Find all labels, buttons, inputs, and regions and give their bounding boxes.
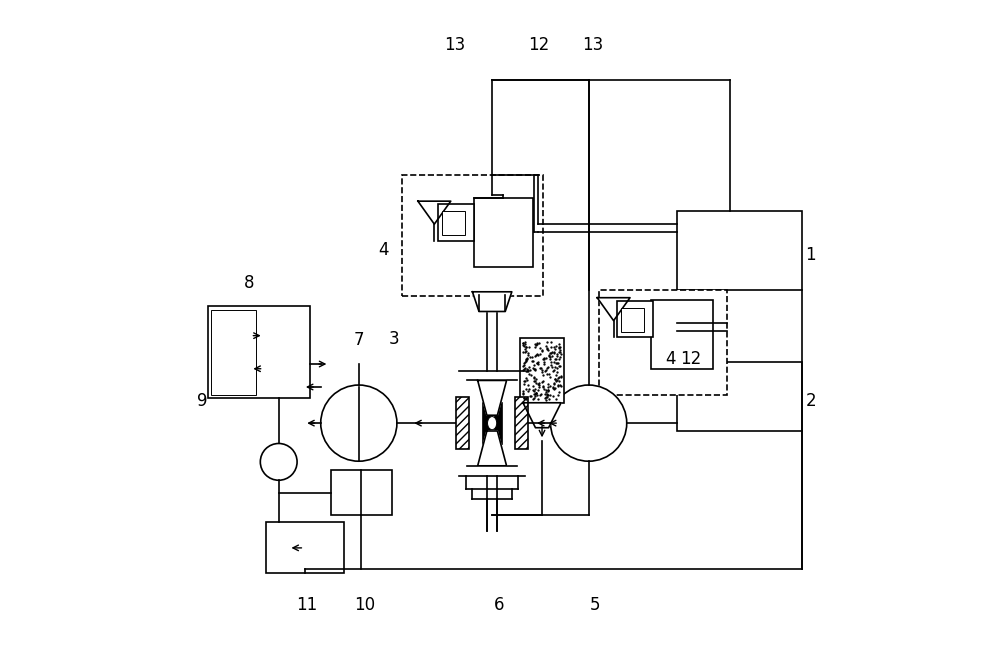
Text: 12: 12	[528, 36, 549, 54]
Circle shape	[551, 385, 627, 462]
Bar	[402, 175, 543, 297]
Text: 3: 3	[388, 330, 399, 348]
Bar	[438, 204, 474, 241]
Polygon shape	[597, 298, 630, 321]
Bar	[677, 362, 802, 431]
Bar	[621, 307, 644, 332]
Bar	[442, 211, 465, 235]
Polygon shape	[472, 292, 512, 311]
Text: 10: 10	[354, 596, 375, 614]
Bar	[474, 198, 533, 267]
Bar	[456, 397, 469, 450]
Text: 9: 9	[197, 392, 207, 410]
Bar	[331, 470, 392, 515]
Bar	[677, 211, 802, 290]
Text: 6: 6	[493, 596, 504, 614]
Bar	[651, 300, 713, 368]
Bar	[482, 402, 490, 444]
Bar	[208, 307, 310, 398]
Bar	[515, 397, 528, 450]
Text: 5: 5	[590, 596, 600, 614]
Text: 12: 12	[681, 350, 702, 368]
Ellipse shape	[488, 416, 497, 430]
Bar	[617, 301, 653, 337]
Polygon shape	[418, 201, 451, 224]
Bar	[266, 522, 344, 573]
Text: 4: 4	[379, 241, 389, 259]
Text: 8: 8	[244, 274, 254, 292]
Text: 4: 4	[665, 350, 676, 368]
Text: 11: 11	[296, 596, 318, 614]
Bar	[598, 290, 727, 395]
Polygon shape	[478, 431, 507, 466]
Bar	[494, 402, 502, 444]
Text: 2: 2	[805, 392, 816, 410]
Text: 13: 13	[582, 36, 603, 54]
Polygon shape	[523, 403, 561, 428]
Bar	[520, 338, 564, 403]
Bar	[211, 309, 256, 395]
Polygon shape	[478, 380, 507, 415]
Text: 7: 7	[354, 331, 364, 349]
Text: 1: 1	[805, 246, 816, 264]
Text: 13: 13	[444, 36, 465, 54]
Circle shape	[260, 444, 297, 480]
Circle shape	[321, 385, 397, 462]
